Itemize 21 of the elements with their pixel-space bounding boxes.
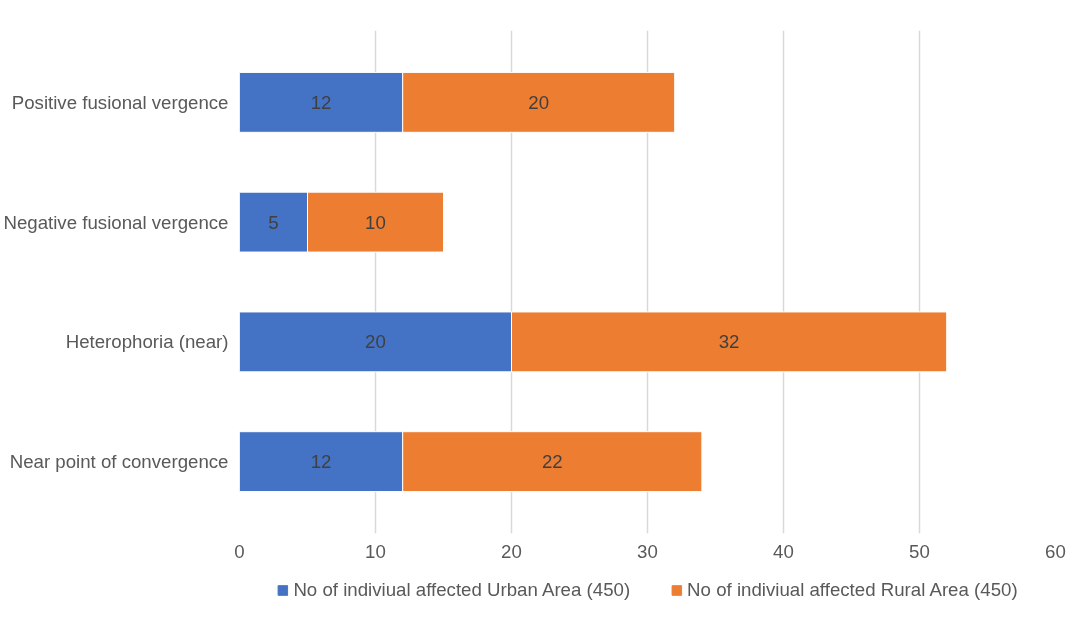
x-tick-label: 50 xyxy=(909,540,930,562)
data-label: 20 xyxy=(365,331,386,353)
data-label: 20 xyxy=(528,91,550,113)
y-tick-label: Near point of convergence xyxy=(9,451,229,473)
data-label: 12 xyxy=(310,91,332,113)
y-tick-label: Negative fusional vergence xyxy=(3,211,229,233)
x-tick-label: 60 xyxy=(1045,540,1066,562)
x-tick-label: 20 xyxy=(501,540,522,562)
x-tick-label: 40 xyxy=(773,540,794,562)
x-tick-label: 0 xyxy=(234,540,245,562)
data-label: 10 xyxy=(365,211,386,233)
data-label: 12 xyxy=(310,451,332,473)
x-tick-label: 30 xyxy=(637,540,658,562)
x-tick-label: 10 xyxy=(365,540,386,562)
y-tick-label: Positive fusional vergence xyxy=(11,91,229,113)
data-label: 22 xyxy=(541,451,563,473)
data-label: 5 xyxy=(268,211,279,233)
legend-label: No of indiviual affected Urban Area (450) xyxy=(293,579,631,601)
legend-label: No of indiviual affected Rural Area (450) xyxy=(687,579,1018,601)
data-label: 32 xyxy=(718,331,740,353)
y-tick-label: Heterophoria (near) xyxy=(65,331,229,353)
